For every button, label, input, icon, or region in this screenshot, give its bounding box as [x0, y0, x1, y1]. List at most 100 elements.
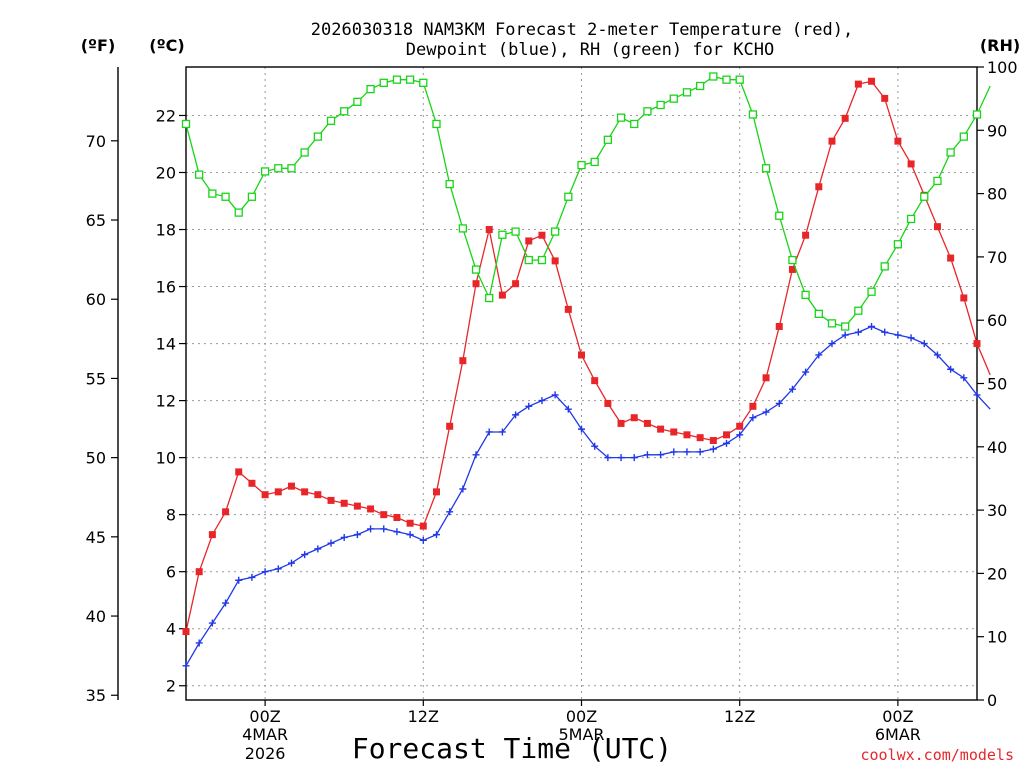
rh-point: [458, 224, 468, 233]
rh-point: [643, 107, 652, 116]
rh-point: [946, 148, 955, 157]
2-meter-temperature-point: [947, 254, 955, 262]
2-meter-temperature-point: [657, 425, 665, 433]
rh-point: [656, 100, 665, 110]
rh-point: [920, 192, 929, 201]
2-meter-temperature-point: [498, 291, 506, 299]
2-meter-temperature-point: [683, 431, 691, 439]
2-meter-temperature-point: [643, 419, 651, 427]
rh-point: [498, 230, 507, 239]
dewpoint-point: [854, 328, 862, 336]
rh-point: [933, 176, 942, 186]
2-meter-temperature-point: [933, 223, 941, 231]
dewpoint-point: [367, 525, 375, 533]
2-meter-temperature-point: [367, 505, 375, 513]
rh-tick-label: 20: [987, 564, 1007, 583]
rh-point: [392, 75, 402, 84]
dewpoint-point: [248, 573, 256, 581]
dewpoint-point: [195, 639, 203, 647]
rh-point: [208, 189, 217, 198]
rh-point: [906, 214, 916, 224]
dewpoint-point: [788, 385, 796, 393]
fahrenheit-unit-label: (ºF): [81, 36, 116, 55]
2-meter-temperature-point: [551, 257, 559, 265]
fahrenheit-tick-label: 35: [86, 686, 106, 705]
2-meter-temperature-point: [287, 482, 295, 490]
rh-point: [893, 240, 903, 249]
2-meter-temperature-point: [301, 488, 309, 496]
fahrenheit-tick-label: 70: [86, 132, 106, 151]
2-meter-temperature-point: [393, 514, 401, 522]
2-meter-temperature-point: [604, 399, 612, 407]
rh-tick-label: 60: [987, 311, 1007, 330]
celsius-tick-label: 6: [166, 563, 176, 582]
fahrenheit-tick-label: 50: [86, 449, 106, 468]
rh-point: [247, 192, 257, 201]
2-meter-temperature-point: [446, 422, 454, 430]
fahrenheit-tick-label: 55: [86, 369, 106, 388]
rh-point: [195, 170, 204, 179]
dewpoint-point: [327, 539, 335, 547]
rh-tick-label: 30: [987, 501, 1007, 520]
rh-point: [485, 293, 494, 303]
celsius-tick-label: 2: [166, 677, 176, 696]
dewpoint-point: [287, 559, 295, 567]
2-meter-temperature-point: [327, 496, 335, 504]
celsius-tick-label: 22: [156, 106, 176, 125]
rh-point: [405, 75, 415, 84]
rh-point: [696, 81, 705, 91]
rh-point: [445, 179, 454, 189]
dewpoint-point: [419, 536, 427, 544]
2-meter-temperature-point: [617, 419, 625, 427]
2-meter-temperature-point: [762, 374, 770, 382]
dewpoint-point: [564, 405, 572, 413]
2-meter-temperature-point: [868, 77, 876, 85]
dewpoint-point: [393, 528, 401, 536]
celsius-tick-label: 18: [156, 221, 176, 240]
dewpoint-point: [353, 531, 361, 539]
rh-point: [564, 192, 573, 201]
dewpoint-point: [643, 451, 651, 459]
dewpoint-point: [406, 531, 414, 539]
dewpoint-point: [736, 431, 744, 439]
rh-point: [735, 75, 744, 84]
2-meter-temperature-point: [973, 340, 981, 348]
dewpoint-point: [459, 485, 467, 493]
2-meter-temperature-point: [208, 531, 216, 539]
fahrenheit-tick-label: 40: [86, 607, 106, 626]
date-tick-label: 6MAR: [875, 725, 921, 744]
dewpoint-point: [709, 445, 717, 453]
rh-point: [841, 322, 850, 331]
2-meter-temperature-point: [841, 114, 849, 122]
2-meter-temperature-point: [235, 468, 243, 476]
2-meter-temperature-point: [670, 428, 678, 436]
2-meter-temperature-point: [578, 351, 585, 359]
2-meter-temperature-point: [802, 231, 810, 239]
rh-point: [471, 265, 481, 274]
rh-point: [326, 116, 336, 125]
rh-tick-label: 0: [987, 691, 997, 710]
rh-point: [537, 255, 547, 265]
dewpoint-point: [894, 331, 902, 339]
rh-point: [432, 119, 441, 129]
rh-point: [181, 119, 191, 129]
rh-point: [274, 164, 283, 173]
2-meter-temperature-point: [723, 431, 731, 439]
time-tick-label: 00Z: [249, 707, 280, 726]
time-tick-label: 00Z: [882, 707, 913, 726]
2-meter-temperature-point: [340, 499, 348, 507]
dewpoint-point: [630, 454, 638, 462]
celsius-tick-label: 10: [156, 449, 176, 468]
2-meter-temperature-point: [828, 137, 836, 145]
dewpoint-line: [185, 325, 991, 667]
rh-point: [590, 157, 599, 167]
dewpoint-point: [762, 408, 770, 416]
dewpoint-point: [446, 508, 454, 516]
rh-point: [880, 262, 889, 271]
rh-point: [722, 75, 731, 84]
2-meter-temperature-point: [195, 568, 203, 576]
2-meter-temperature-point: [406, 519, 414, 527]
rh-point: [221, 192, 230, 201]
rh-point: [577, 160, 586, 170]
rh-point: [775, 211, 784, 220]
